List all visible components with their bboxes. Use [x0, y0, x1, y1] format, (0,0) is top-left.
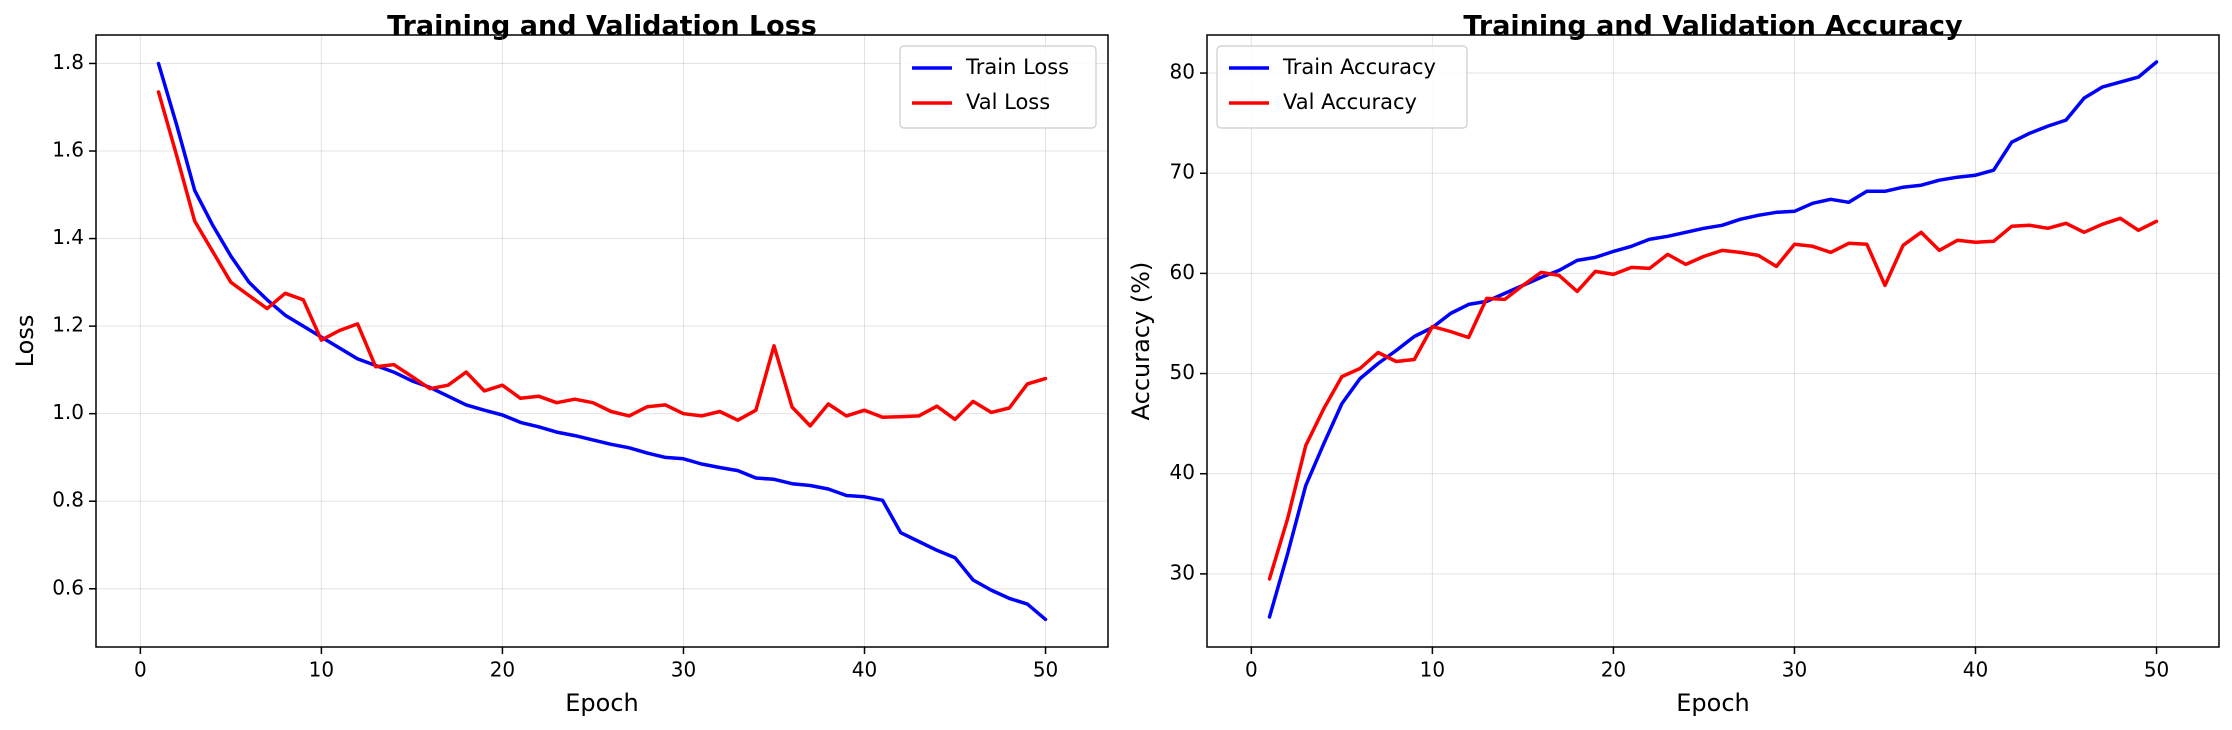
loss-chart-series [156, 61, 1048, 622]
accuracy-chart-ytick-label: 80 [1170, 60, 1195, 84]
loss-chart-ytick-label: 0.8 [52, 488, 84, 512]
accuracy-chart-series-train-accuracy [1267, 60, 2159, 619]
loss-chart-series-val-loss [156, 90, 1048, 428]
loss-chart-xtick-label: 50 [1033, 658, 1058, 682]
loss-chart-xtick-label: 40 [852, 658, 877, 682]
loss-chart-xticks: 0 10 20 30 40 50 [134, 647, 1058, 682]
loss-chart-xtick-label: 10 [309, 658, 334, 682]
loss-chart-ytick-label: 1.6 [52, 138, 84, 162]
loss-chart-ytick-label: 1.2 [52, 313, 84, 337]
loss-chart-xtick-label: 20 [490, 658, 515, 682]
accuracy-chart-ytick-label: 40 [1170, 460, 1195, 484]
accuracy-chart-legend-label-val-accuracy: Val Accuracy [1283, 90, 1417, 114]
loss-chart: Training and Validation Loss Epoch Loss … [11, 11, 1109, 717]
loss-chart-ytick-label: 0.6 [52, 575, 84, 599]
loss-chart-yticks: 0.6 0.8 1.0 1.2 1.4 1.6 1.8 [52, 50, 96, 599]
loss-chart-xtick-label: 0 [134, 658, 147, 682]
accuracy-chart-ytick-label: 70 [1170, 160, 1195, 184]
accuracy-chart-xticks: 0 10 20 30 40 50 [1245, 647, 2169, 682]
loss-chart-xtick-label: 30 [671, 658, 696, 682]
loss-chart-legend: Train Loss Val Loss [899, 45, 1097, 129]
accuracy-chart-xlabel: Epoch [1676, 689, 1750, 717]
loss-chart-title: Training and Validation Loss [387, 11, 817, 42]
loss-chart-xlabel: Epoch [565, 689, 639, 717]
accuracy-chart-xtick-label: 40 [1963, 658, 1988, 682]
accuracy-chart-xtick-label: 50 [2144, 658, 2169, 682]
accuracy-chart: Training and Validation Accuracy Epoch A… [1127, 11, 2220, 717]
loss-chart-series-train-loss [156, 61, 1048, 622]
accuracy-chart-xtick-label: 10 [1420, 658, 1445, 682]
accuracy-chart-legend: Train Accuracy Val Accuracy [1216, 45, 1468, 129]
loss-chart-legend-label-val-loss: Val Loss [966, 90, 1050, 114]
accuracy-chart-series-val-accuracy [1267, 216, 2159, 581]
loss-chart-ylabel: Loss [11, 315, 39, 368]
accuracy-chart-yticks: 30 40 50 60 70 80 [1170, 60, 1207, 584]
accuracy-chart-series [1267, 60, 2159, 619]
loss-chart-ytick-label: 1.0 [52, 400, 84, 424]
accuracy-chart-xtick-label: 0 [1245, 658, 1258, 682]
accuracy-chart-ytick-label: 60 [1170, 260, 1195, 284]
accuracy-chart-legend-box [1216, 45, 1468, 129]
loss-chart-ytick-label: 1.4 [52, 225, 84, 249]
accuracy-chart-ytick-label: 30 [1170, 560, 1195, 584]
accuracy-chart-frame [1206, 34, 2220, 648]
accuracy-chart-legend-label-train-accuracy: Train Accuracy [1282, 55, 1436, 79]
accuracy-chart-xtick-label: 20 [1601, 658, 1626, 682]
loss-chart-ytick-label: 1.8 [52, 50, 84, 74]
accuracy-chart-ylabel: Accuracy (%) [1127, 262, 1155, 421]
accuracy-chart-title: Training and Validation Accuracy [1463, 11, 1963, 42]
loss-chart-frame [95, 34, 1109, 648]
accuracy-chart-xtick-label: 30 [1782, 658, 1807, 682]
accuracy-chart-grid [1207, 35, 2219, 647]
accuracy-chart-ytick-label: 50 [1170, 360, 1195, 384]
loss-chart-legend-label-train-loss: Train Loss [965, 55, 1069, 79]
